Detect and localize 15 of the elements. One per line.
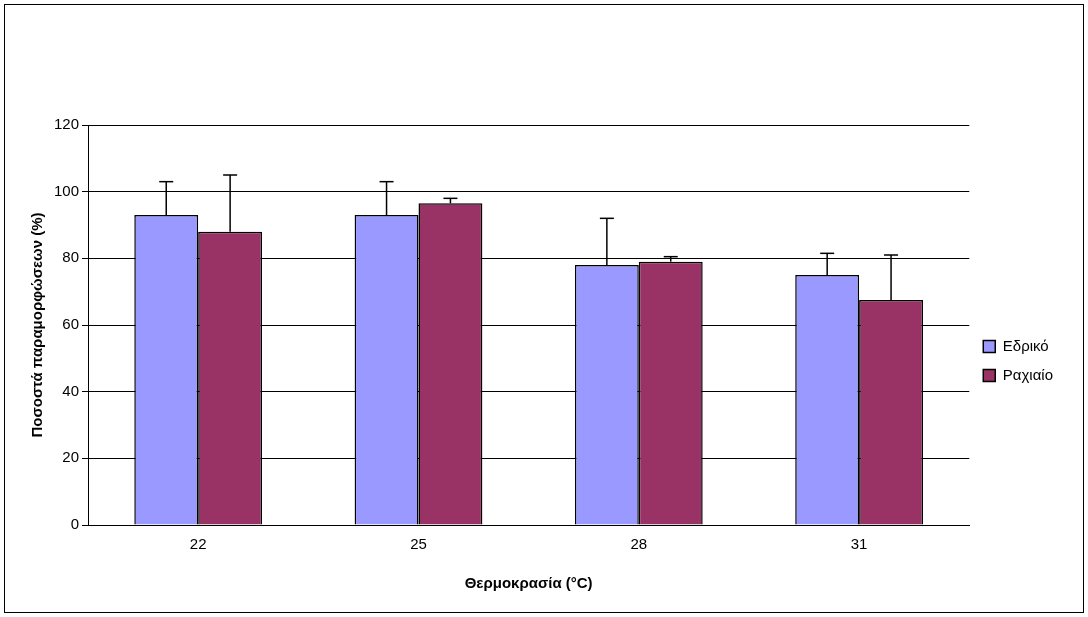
legend-label: Ραχιαίο [1002, 365, 1053, 383]
x-tick-label: 31 [850, 535, 868, 553]
y-tick-label: 80 [62, 248, 80, 266]
x-tick-label: 22 [189, 535, 207, 553]
y-tick-label: 40 [62, 381, 80, 399]
y-tick-label: 120 [54, 115, 80, 133]
x-tick-label: 28 [630, 535, 648, 553]
y-axis-title: Ποσοστά παραμορφώσεων (%) [28, 212, 46, 438]
legend-label: Εδρικό [1002, 336, 1049, 354]
y-tick-label: 20 [62, 448, 80, 466]
y-tick-label: 0 [70, 515, 80, 533]
x-axis-title: Θερμοκρασία (°C) [464, 574, 593, 592]
y-tick-label: 60 [62, 315, 80, 333]
x-tick-label: 25 [410, 535, 427, 553]
y-tick-label: 100 [54, 181, 80, 199]
